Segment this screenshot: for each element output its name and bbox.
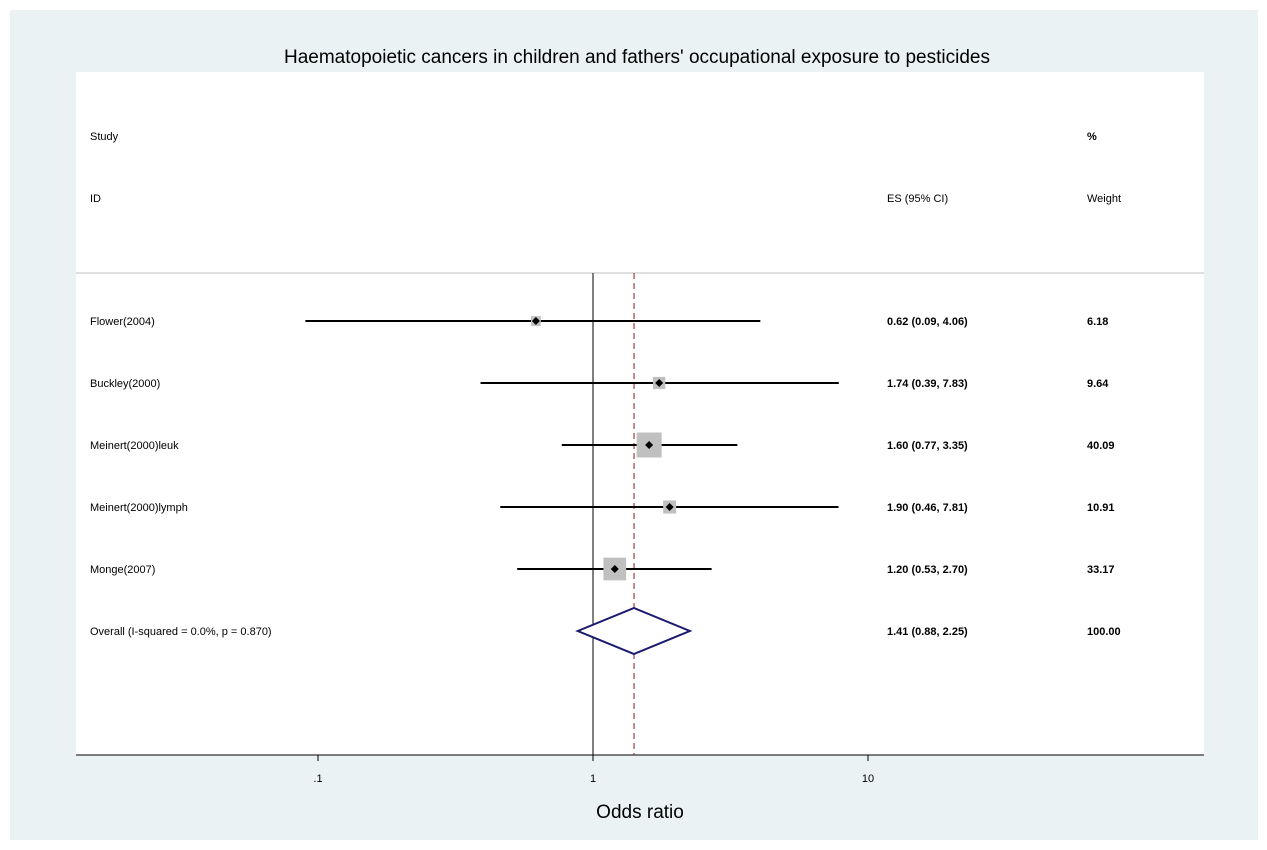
point-estimate	[645, 441, 654, 449]
point-estimate	[531, 317, 540, 325]
study-es: 1.60 (0.77, 3.35)	[887, 440, 968, 452]
study-label: Flower(2004)	[90, 316, 155, 328]
study-es: 1.90 (0.46, 7.81)	[887, 502, 968, 514]
study-weight: 10.91	[1087, 502, 1115, 514]
study-row: Monge(2007) 1.20 (0.53, 2.70) 33.17	[90, 557, 1115, 581]
study-label: Meinert(2000)lymph	[90, 502, 188, 514]
point-estimate	[665, 503, 674, 511]
study-weight: 40.09	[1087, 440, 1115, 452]
x-axis-label: Odds ratio	[596, 802, 684, 823]
overall-es: 1.41 (0.88, 2.25)	[887, 626, 968, 638]
x-tick-label: 10	[862, 773, 874, 785]
study-row: Meinert(2000)leuk 1.60 (0.77, 3.35) 40.09	[90, 432, 1115, 458]
header-weight-percent: %	[1087, 131, 1097, 143]
study-weight: 9.64	[1087, 378, 1109, 390]
study-es: 1.20 (0.53, 2.70)	[887, 564, 968, 576]
study-row: Flower(2004) 0.62 (0.09, 4.06) 6.18	[90, 316, 1108, 328]
study-weight: 6.18	[1087, 316, 1108, 328]
chart-title: Haematopoietic cancers in children and f…	[284, 47, 990, 68]
study-label: Meinert(2000)leuk	[90, 440, 179, 452]
header-id: ID	[90, 193, 101, 205]
x-tick-label: .1	[313, 773, 322, 785]
point-estimate	[655, 379, 664, 387]
header-es: ES (95% CI)	[887, 193, 948, 205]
point-estimate	[610, 565, 619, 573]
overall-label: Overall (I-squared = 0.0%, p = 0.870)	[90, 626, 272, 638]
header-study: Study	[90, 131, 119, 143]
study-es: 1.74 (0.39, 7.83)	[887, 378, 968, 390]
study-rows: .1 1 10 Flower(2004) 0.62 (0.09, 4.06) 6.18 Bu…	[90, 273, 1121, 785]
study-weight: 33.17	[1087, 564, 1115, 576]
overall-diamond	[575, 606, 693, 656]
overall-weight: 100.00	[1087, 626, 1121, 638]
study-row: Buckley(2000) 1.74 (0.39, 7.83) 9.64	[90, 376, 1109, 390]
study-label: Buckley(2000)	[90, 378, 160, 390]
header-weight: Weight	[1087, 193, 1121, 205]
study-row: Meinert(2000)lymph 1.90 (0.46, 7.81) 10.91	[90, 500, 1115, 514]
x-tick-label: 1	[590, 773, 596, 785]
study-es: 0.62 (0.09, 4.06)	[887, 316, 968, 328]
study-label: Monge(2007)	[90, 564, 155, 576]
overall-row: Overall (I-squared = 0.0%, p = 0.870) 1.4…	[90, 606, 1121, 656]
